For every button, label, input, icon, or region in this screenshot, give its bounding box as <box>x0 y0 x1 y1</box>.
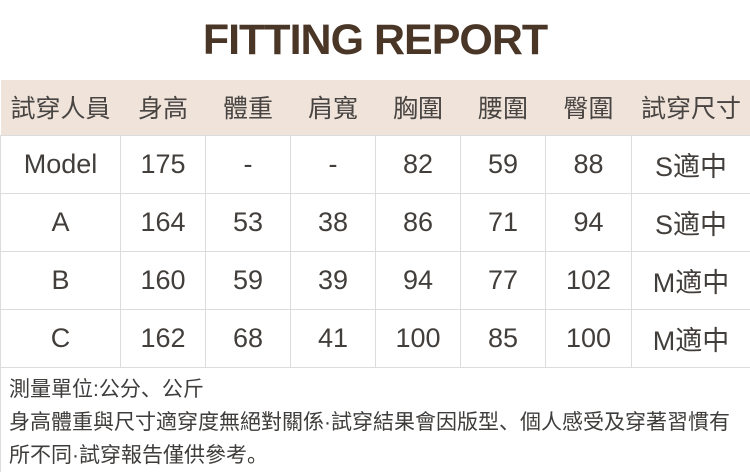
cell-person: B <box>0 250 121 310</box>
disclaimer-note: 身高體重與尺寸適穿度無絕對關係·試穿結果會因版型、個人感受及穿著習慣有所不同·試… <box>9 410 730 467</box>
fitting-table: 試穿人員 身高 體重 肩寬 胸圍 腰圍 臀圍 試穿尺寸 Model 175 - … <box>0 80 750 472</box>
header-weight: 體重 <box>205 80 291 135</box>
header-height: 身高 <box>120 80 206 135</box>
cell-person: Model <box>0 134 121 194</box>
cell-shoulder: 41 <box>290 308 376 368</box>
cell-weight: 59 <box>205 250 291 310</box>
cell-shoulder: 39 <box>290 250 376 310</box>
cell-fit-size: M適中 <box>631 250 750 310</box>
cell-hip: 100 <box>545 308 632 368</box>
cell-chest: 94 <box>375 250 461 310</box>
cell-fit-size: S適中 <box>631 192 750 252</box>
cell-height: 160 <box>120 250 206 310</box>
header-waist: 腰圍 <box>460 80 546 135</box>
cell-height: 162 <box>120 308 206 368</box>
measurement-unit-note: 測量單位:公分、公斤 <box>9 377 204 401</box>
page-title: FITTING REPORT <box>202 15 548 64</box>
cell-weight: - <box>205 134 291 194</box>
cell-fit-size: S適中 <box>631 134 750 194</box>
header-person: 試穿人員 <box>0 80 121 135</box>
cell-waist: 59 <box>460 134 546 194</box>
cell-hip: 88 <box>545 134 632 194</box>
notes-cell: 測量單位:公分、公斤 身高體重與尺寸適穿度無絕對關係·試穿結果會因版型、個人感受… <box>0 366 750 472</box>
cell-fit-size: M適中 <box>631 308 750 368</box>
cell-person: A <box>0 192 121 252</box>
table-row-c: C 162 68 41 100 85 100 M適中 <box>0 308 750 368</box>
notes-row: 測量單位:公分、公斤 身高體重與尺寸適穿度無絕對關係·試穿結果會因版型、個人感受… <box>0 366 750 472</box>
cell-hip: 102 <box>545 250 632 310</box>
cell-waist: 71 <box>460 192 546 252</box>
cell-person: C <box>0 308 121 368</box>
header-row: 試穿人員 身高 體重 肩寬 胸圍 腰圍 臀圍 試穿尺寸 <box>0 80 750 135</box>
header-hip: 臀圍 <box>545 80 632 135</box>
cell-shoulder: 38 <box>290 192 376 252</box>
table-row-a: A 164 53 38 86 71 94 S適中 <box>0 192 750 252</box>
cell-chest: 100 <box>375 308 461 368</box>
cell-weight: 68 <box>205 308 291 368</box>
header-chest: 胸圍 <box>375 80 461 135</box>
cell-weight: 53 <box>205 192 291 252</box>
cell-chest: 86 <box>375 192 461 252</box>
header-fit-size: 試穿尺寸 <box>631 80 750 135</box>
cell-chest: 82 <box>375 134 461 194</box>
header-shoulder: 肩寬 <box>290 80 376 135</box>
table-row-b: B 160 59 39 94 77 102 M適中 <box>0 250 750 310</box>
table-row-model: Model 175 - - 82 59 88 S適中 <box>0 134 750 194</box>
cell-shoulder: - <box>290 134 376 194</box>
cell-height: 175 <box>120 134 206 194</box>
cell-hip: 94 <box>545 192 632 252</box>
cell-waist: 77 <box>460 250 546 310</box>
cell-waist: 85 <box>460 308 546 368</box>
cell-height: 164 <box>120 192 206 252</box>
